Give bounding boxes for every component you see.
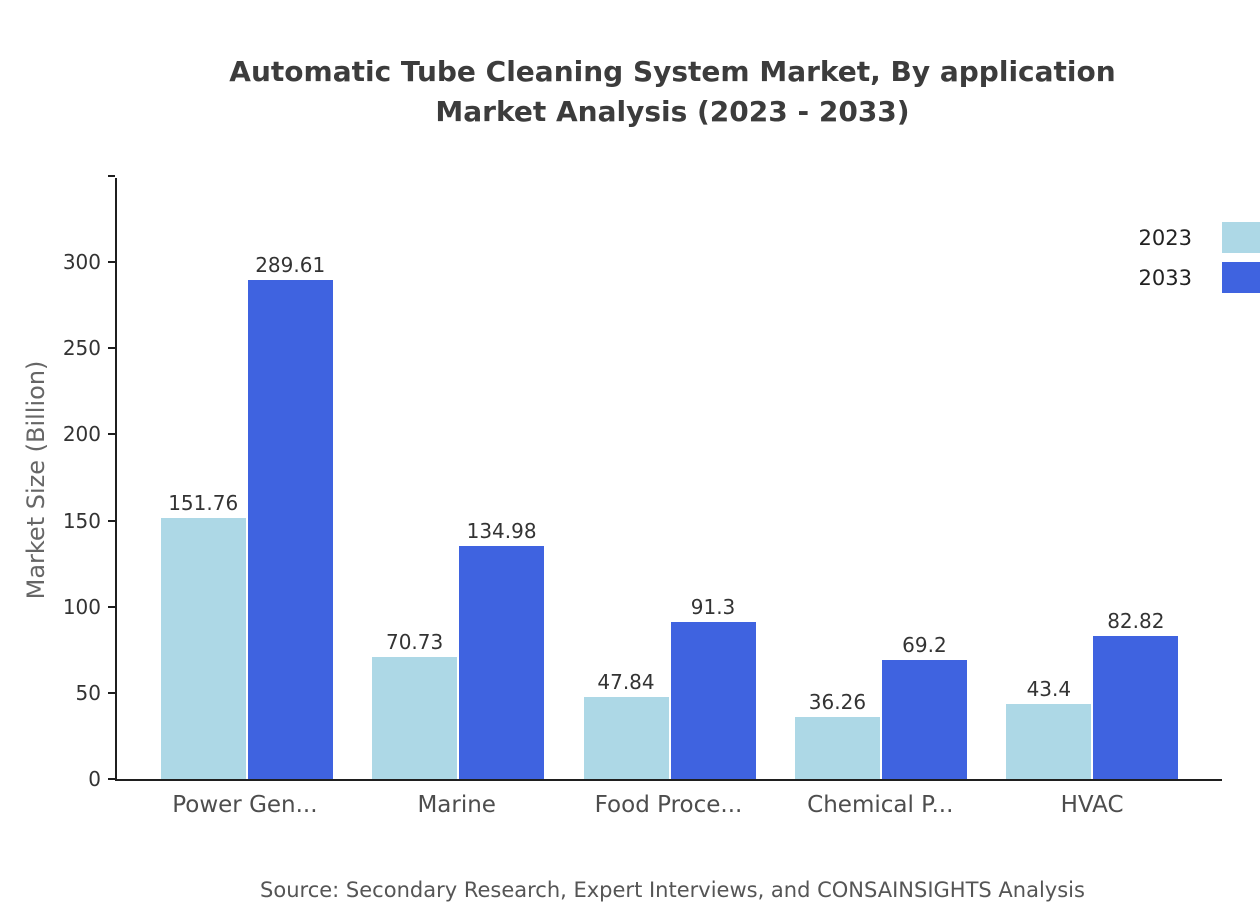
bar-2033-Power Gen...: 289.61 [247, 253, 333, 779]
y-tick-label: 150 [62, 508, 101, 533]
bar-value-label: 47.84 [597, 669, 655, 694]
chart-title-line1: Automatic Tube Cleaning System Market, B… [229, 55, 1116, 88]
legend: 2023 2033 [1139, 222, 1260, 293]
bar-rect [372, 657, 458, 779]
bar-value-label: 151.76 [168, 490, 239, 515]
bar-value-label: 134.98 [466, 519, 537, 544]
y-tick-label: 50 [75, 680, 101, 705]
bar-2033-HVAC: 82.82 [1093, 609, 1179, 779]
y-tick-label: 0 [88, 767, 101, 791]
bar-rect [160, 517, 246, 779]
legend-swatch [1222, 262, 1260, 293]
chart-title: Automatic Tube Cleaning System Market, B… [85, 52, 1260, 132]
bar-2033-Marine: 134.98 [459, 519, 545, 779]
bar-2023-Food Proce...: 47.84 [583, 669, 669, 779]
y-tick-mark [108, 778, 115, 780]
category-label: HVAC [1060, 792, 1124, 818]
y-tick-label: 250 [62, 336, 101, 361]
y-axis-label: Market Size (Billion) [22, 360, 50, 600]
legend-item-2033: 2033 [1139, 262, 1260, 293]
y-tick-mark [108, 433, 115, 436]
source-text: Source: Secondary Research, Expert Inter… [260, 878, 1085, 902]
bar-group: 36.26 69.2 [775, 633, 986, 779]
bar-rect [670, 621, 756, 779]
y-tick-mark [108, 691, 115, 694]
bar-group: 70.73 134.98 [352, 519, 563, 779]
y-tick-mark [108, 605, 115, 608]
y-tick-label: 200 [62, 422, 101, 447]
bar-value-label: 91.3 [690, 594, 736, 619]
bar-group: 47.84 91.3 [564, 595, 775, 779]
y-tick-mark [108, 261, 115, 264]
category-label: Marine [417, 792, 496, 818]
bar-value-label: 82.82 [1107, 609, 1165, 634]
plot-area: 151.76 289.61 70.73 134.98 47.84 91.3 36.26 69.… [63, 175, 1222, 790]
bar-rect [247, 280, 333, 779]
y-axis-top-tick-mark [108, 175, 115, 177]
bar-value-label: 69.2 [902, 632, 947, 657]
chart-title-line2: Market Analysis (2023 - 2033) [435, 95, 910, 128]
bar-2033-Chemical P...: 69.2 [881, 632, 967, 779]
bar-value-label: 36.26 [808, 689, 867, 714]
bar-group: 151.76 289.61 [141, 253, 352, 779]
y-tick-label: 300 [62, 250, 101, 275]
x-axis-labels: Power Gen... Marine Food Proce... Chemical … [115, 792, 1222, 818]
bar-value-label: 289.61 [255, 253, 326, 277]
bar-rect [794, 716, 880, 779]
bar-rect [583, 696, 669, 779]
bar-2023-Marine: 70.73 [372, 630, 458, 779]
y-tick-mark [108, 519, 115, 522]
legend-item-2023: 2023 [1139, 222, 1260, 253]
bar-2023-HVAC: 43.4 [1006, 677, 1092, 779]
bar-2023-Power Gen...: 151.76 [160, 490, 246, 779]
bar-group: 43.4 82.82 [987, 609, 1198, 779]
category-label: Food Proce... [594, 792, 743, 818]
bar-2023-Chemical P...: 36.26 [794, 689, 880, 779]
bars-container: 151.76 289.61 70.73 134.98 47.84 91.3 36.26 69.… [117, 178, 1222, 779]
bar-value-label: 70.73 [385, 630, 444, 655]
bar-rect [1006, 704, 1092, 779]
bar-2033-Food Proce...: 91.3 [670, 594, 756, 779]
bar-rect [459, 546, 545, 779]
category-label: Chemical P... [807, 792, 954, 818]
bar-value-label: 43.4 [1026, 677, 1072, 702]
bar-rect [1093, 636, 1179, 779]
bar-rect [881, 659, 967, 779]
y-tick-label: 100 [62, 594, 101, 619]
legend-label: 2023 [1138, 225, 1192, 250]
category-label: Power Gen... [172, 792, 318, 818]
legend-label: 2033 [1138, 265, 1192, 290]
y-tick-mark [108, 347, 115, 350]
legend-swatch [1222, 222, 1260, 253]
